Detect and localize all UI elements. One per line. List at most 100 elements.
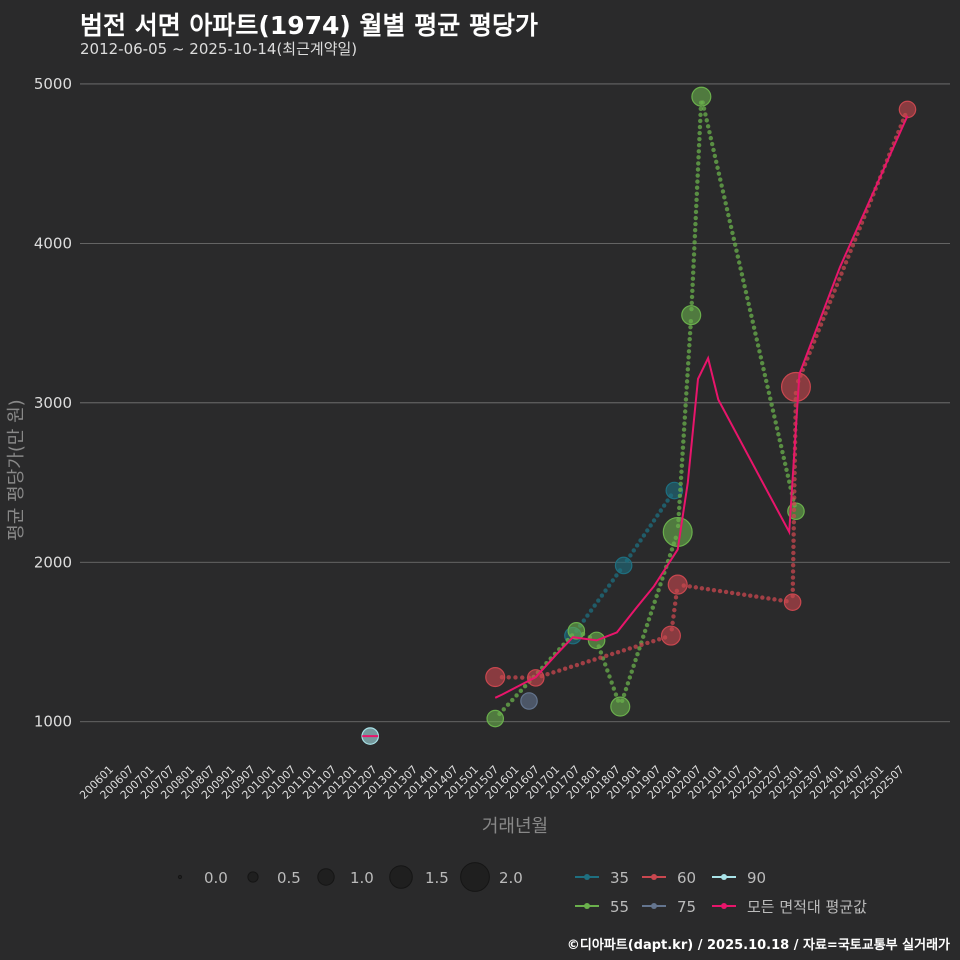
series-35-connector-dot	[596, 598, 601, 603]
series-35-connector-dot	[651, 518, 657, 523]
series-55-connector-dot	[694, 203, 699, 209]
y-tick-label: 1000	[34, 713, 72, 731]
series-55-connector-dot	[684, 385, 689, 390]
color-legend-label: 55	[610, 898, 629, 916]
series-55-connector-dot	[714, 159, 719, 165]
size-legend-label: 1.5	[425, 869, 449, 887]
series-55-connector-dot	[766, 390, 772, 396]
series-55-connector-dot	[609, 680, 614, 685]
series-55-connector-dot	[755, 343, 761, 348]
series-55-connector-dot	[660, 576, 665, 581]
color-legend-label: 모든 면적대 평균값	[747, 898, 867, 916]
series-60-connector-dot	[830, 294, 835, 299]
series-55-point	[662, 516, 693, 547]
series-55-connector-dot	[667, 553, 673, 558]
series-55-connector-dot	[692, 234, 698, 239]
series-55-connector-dot	[680, 457, 685, 462]
series-60-connector-dot	[792, 483, 797, 488]
series-60-connector-dot	[818, 322, 824, 327]
size-legend-circle	[247, 871, 259, 883]
series-55-connector-dot	[724, 207, 730, 212]
series-55-connector-dot	[696, 155, 701, 160]
x-axis-title: 거래년월	[482, 816, 548, 837]
series-60-connector-dot	[839, 271, 844, 276]
series-55-connector-dot	[708, 135, 714, 141]
series-55-connector-dot	[739, 272, 745, 277]
series-60-connector-dot	[645, 640, 650, 646]
series-55-connector-dot	[762, 372, 768, 378]
series-55-connector-dot	[711, 147, 716, 153]
series-35-connector-dot	[588, 608, 594, 613]
series-60-connector-dot	[735, 591, 741, 597]
series-55-connector-dot	[686, 349, 692, 354]
series-55-connector-dot	[731, 236, 736, 242]
series-60-connector-dot	[672, 601, 678, 606]
series-60-connector-dot	[557, 668, 562, 673]
series-55-connector-dot	[742, 283, 747, 289]
series-55-connector-dot	[685, 373, 690, 378]
size-legend-circle	[460, 862, 490, 892]
series-55-connector-dot	[694, 191, 700, 196]
series-75-point	[520, 692, 538, 710]
series-35-connector-dot	[592, 603, 597, 608]
series-55-connector-dot	[627, 675, 633, 680]
series-55-connector-dot	[730, 230, 735, 236]
series-55-connector-dot	[505, 702, 511, 707]
series-55-connector-dot	[716, 171, 722, 176]
series-60-connector-dot	[598, 655, 603, 660]
series-55-connector-dot	[690, 288, 695, 294]
color-legend-dot	[651, 903, 657, 909]
series-60-connector-dot	[621, 648, 627, 653]
chart-subtitle: 2012-06-05 ~ 2025-10-14(최근계약일)	[80, 40, 358, 58]
series-60-connector-dot	[672, 607, 677, 613]
series-55-connector-dot	[728, 224, 734, 230]
series-55-connector-dot	[646, 617, 652, 622]
series-60-point	[660, 625, 681, 646]
series-55-connector-dot	[677, 499, 682, 505]
series-55-connector-dot	[681, 427, 687, 432]
series-55-connector-dot	[683, 397, 689, 402]
series-55-connector-dot	[776, 432, 781, 437]
series-55-connector-dot	[743, 289, 749, 295]
series-60-connector-dot	[520, 675, 525, 680]
series-55-connector-dot	[676, 511, 682, 517]
series-60-connector-dot	[791, 507, 797, 513]
series-55-connector-dot	[709, 141, 715, 147]
series-60-connector-dot	[791, 550, 796, 556]
series-55-connector-dot	[704, 118, 709, 123]
series-60-connector-dot	[837, 277, 842, 282]
series-55-connector-dot	[518, 688, 524, 694]
series-35-connector-dot	[638, 538, 643, 543]
series-55-connector-dot	[785, 473, 791, 478]
y-axis-title: 평균 평당가(만 원)	[6, 399, 27, 540]
series-35-connector-dot	[634, 543, 640, 548]
series-60-connector-dot	[609, 651, 615, 657]
size-legend-label: 1.0	[350, 869, 374, 887]
average-line	[494, 115, 909, 699]
series-60-connector-dot	[827, 299, 833, 305]
series-55-connector-dot	[753, 331, 758, 336]
series-55-connector-dot	[629, 669, 634, 674]
series-55-point	[610, 696, 631, 717]
series-60-point	[485, 667, 506, 688]
series-60-connector-dot	[846, 254, 851, 259]
series-60-connector-dot	[656, 637, 662, 642]
y-tick-label: 5000	[34, 75, 72, 93]
series-55-connector-dot	[687, 343, 692, 348]
y-tick-label: 3000	[34, 394, 72, 412]
series-55-connector-dot	[635, 652, 640, 657]
series-35-connector-dot	[628, 553, 633, 558]
series-55-connector-dot	[707, 130, 712, 135]
color-legend-label: 60	[677, 869, 696, 887]
series-60-connector-dot	[821, 316, 826, 322]
series-55-connector-dot	[690, 276, 696, 281]
color-legend-dot	[721, 903, 727, 909]
series-55-connector-dot	[669, 547, 675, 552]
series-60-connector-dot	[791, 544, 796, 549]
series-60-connector-dot	[513, 675, 518, 680]
y-tick-label: 2000	[34, 553, 72, 571]
series-35-connector-dot	[603, 588, 608, 593]
series-55-point	[691, 86, 712, 107]
series-55-connector-dot	[698, 118, 703, 124]
series-55-point	[681, 305, 702, 326]
